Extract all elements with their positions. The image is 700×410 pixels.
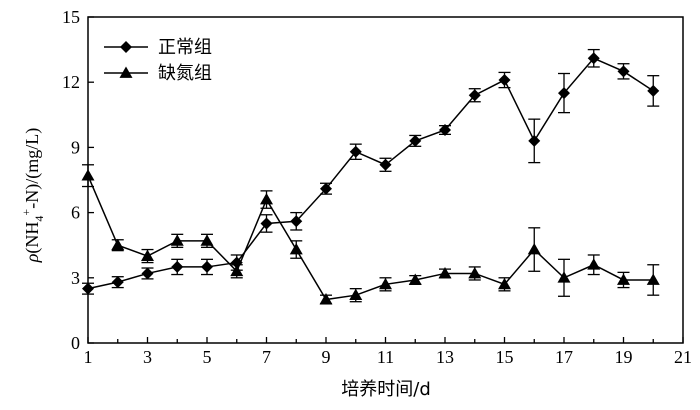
x-tick-label: 3 (143, 347, 152, 367)
y-axis-title: ρ(NH4+-N)/(mg/L) (19, 128, 46, 263)
data-point (409, 134, 422, 147)
data-point (587, 258, 601, 270)
x-axis-title: 培养时间/d (341, 379, 431, 400)
y-tick-label: 12 (62, 72, 80, 92)
y-tick-label: 3 (71, 268, 80, 288)
data-point (617, 273, 630, 285)
data-point (439, 124, 451, 137)
legend-item: 正常组 (104, 37, 212, 58)
x-tick-label: 19 (615, 347, 633, 367)
series-diamond (82, 48, 660, 295)
y-tick-label: 0 (71, 333, 80, 353)
y-axis-title-sub: 4 (32, 216, 46, 222)
x-tick-label: 7 (262, 347, 271, 367)
data-point (260, 217, 273, 230)
data-point (170, 234, 184, 246)
data-point (408, 273, 422, 285)
data-point (319, 293, 333, 305)
legend-label: 缺氮组 (158, 63, 212, 84)
series-line (87, 175, 654, 301)
data-point (379, 277, 392, 290)
legend-marker-diamond-icon (120, 41, 132, 53)
legend-item: 缺氮组 (104, 63, 212, 84)
data-point (320, 182, 332, 195)
x-tick-label: 11 (377, 347, 394, 367)
series-layer (81, 48, 660, 305)
data-point (349, 145, 362, 158)
data-point (587, 52, 600, 65)
data-point (379, 158, 392, 171)
data-point (200, 234, 214, 246)
x-axis-ticks: 1 3 5 7 9 11 13 15 17 19 21 (84, 337, 692, 367)
y-tick-label: 15 (62, 7, 80, 27)
x-tick-label: 15 (496, 347, 514, 367)
y-axis-ticks: 0 3 6 9 12 15 (62, 7, 94, 353)
legend-marker-triangle-icon (119, 66, 133, 78)
series-triangle (81, 164, 660, 305)
data-point (260, 193, 273, 205)
data-point (558, 87, 570, 100)
data-point (81, 169, 95, 181)
data-point (438, 266, 452, 279)
data-point (201, 260, 213, 273)
data-point (82, 282, 94, 295)
data-point (349, 288, 363, 301)
svg-text:ρ(NH4+-N)/(mg/L): ρ(NH4+-N)/(mg/L) (19, 128, 46, 263)
data-point (498, 277, 511, 290)
data-point (646, 273, 660, 285)
x-tick-label: 1 (84, 347, 93, 367)
data-point (111, 238, 125, 251)
x-tick-label: 21 (674, 347, 692, 367)
data-point (290, 215, 303, 228)
data-point (111, 276, 124, 289)
y-axis-title-rho: ρ (22, 253, 42, 263)
x-tick-label: 13 (436, 347, 454, 367)
data-point (171, 260, 184, 273)
x-tick-label: 17 (555, 347, 573, 367)
y-axis-title-sup: + (19, 209, 33, 216)
data-point (141, 249, 154, 261)
data-point (528, 134, 541, 147)
x-tick-label: 5 (203, 347, 212, 367)
data-point (141, 267, 154, 280)
y-axis-title-open: (NH (22, 222, 43, 254)
y-tick-label: 6 (71, 203, 80, 223)
legend-label: 正常组 (158, 37, 212, 58)
data-point (557, 271, 571, 283)
data-point (468, 89, 481, 102)
data-point (289, 243, 303, 255)
y-tick-label: 9 (71, 137, 80, 157)
y-axis-title-close: -N)/(mg/L) (22, 128, 43, 209)
data-point (617, 65, 630, 78)
data-point (498, 74, 511, 87)
x-tick-label: 9 (322, 347, 331, 367)
data-point (230, 264, 244, 277)
data-point (527, 243, 541, 255)
data-point (468, 266, 482, 279)
data-point (647, 84, 660, 97)
